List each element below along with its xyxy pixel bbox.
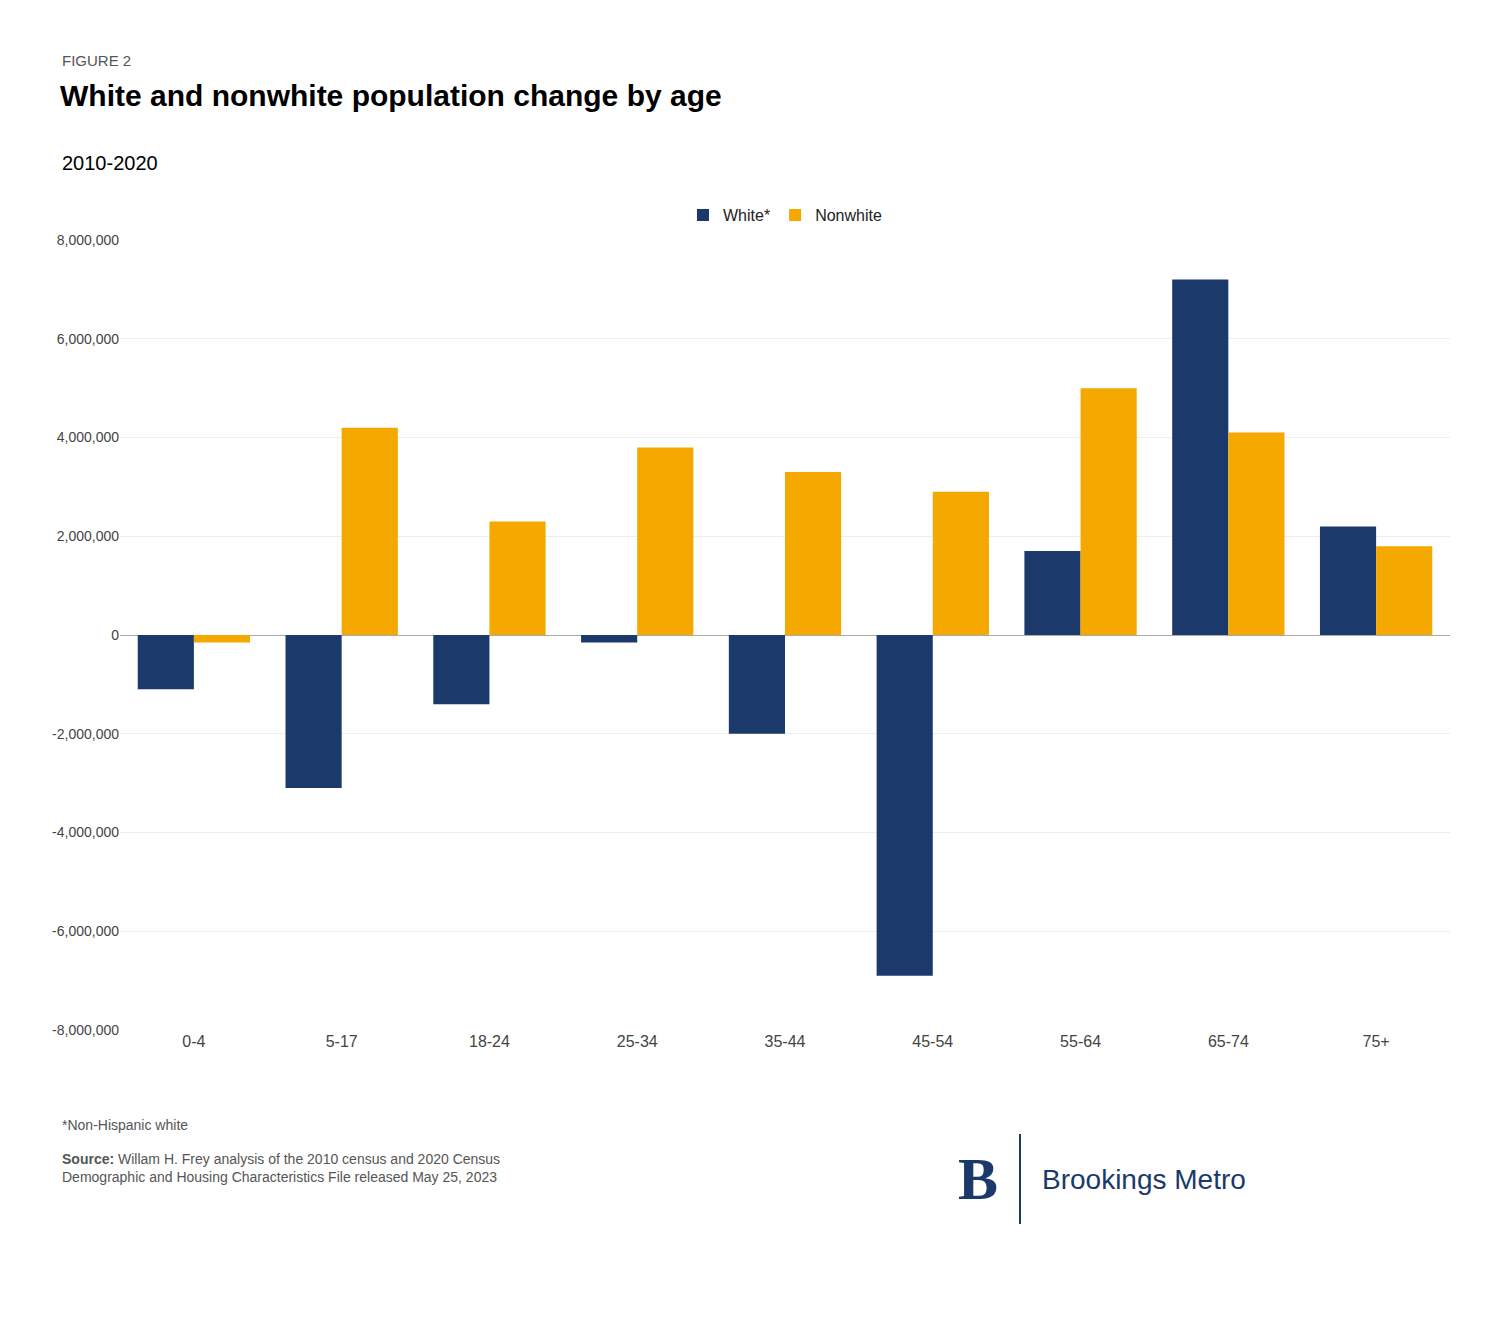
svg-text:0-4: 0-4 xyxy=(182,1033,205,1050)
svg-text:Source: Willam H. Frey analysi: Source: Willam H. Frey analysis of the 2… xyxy=(62,1151,500,1185)
svg-text:-4,000,000: -4,000,000 xyxy=(52,824,119,840)
svg-text:-2,000,000: -2,000,000 xyxy=(52,726,119,742)
svg-text:5-17: 5-17 xyxy=(326,1033,358,1050)
svg-text:45-54: 45-54 xyxy=(912,1033,953,1050)
svg-text:Brookings Metro: Brookings Metro xyxy=(1042,1164,1246,1195)
svg-text:Nonwhite: Nonwhite xyxy=(815,207,882,224)
svg-text:2010-2020: 2010-2020 xyxy=(62,152,158,174)
svg-text:-6,000,000: -6,000,000 xyxy=(52,923,119,939)
svg-text:8,000,000: 8,000,000 xyxy=(57,232,119,248)
svg-text:White and nonwhite population: White and nonwhite population change by … xyxy=(60,79,722,112)
svg-text:B: B xyxy=(958,1146,998,1212)
svg-text:4,000,000: 4,000,000 xyxy=(57,429,119,445)
svg-text:-8,000,000: -8,000,000 xyxy=(52,1022,119,1038)
svg-text:0: 0 xyxy=(111,627,119,643)
svg-text:6,000,000: 6,000,000 xyxy=(57,331,119,347)
svg-text:25-34: 25-34 xyxy=(617,1033,658,1050)
svg-text:55-64: 55-64 xyxy=(1060,1033,1101,1050)
svg-text:2,000,000: 2,000,000 xyxy=(57,528,119,544)
svg-text:75+: 75+ xyxy=(1363,1033,1390,1050)
svg-text:65-74: 65-74 xyxy=(1208,1033,1249,1050)
svg-text:White*: White* xyxy=(723,207,770,224)
svg-text:18-24: 18-24 xyxy=(469,1033,510,1050)
svg-text:35-44: 35-44 xyxy=(765,1033,806,1050)
svg-text:*Non-Hispanic white: *Non-Hispanic white xyxy=(62,1117,188,1133)
svg-text:FIGURE 2: FIGURE 2 xyxy=(62,52,131,69)
